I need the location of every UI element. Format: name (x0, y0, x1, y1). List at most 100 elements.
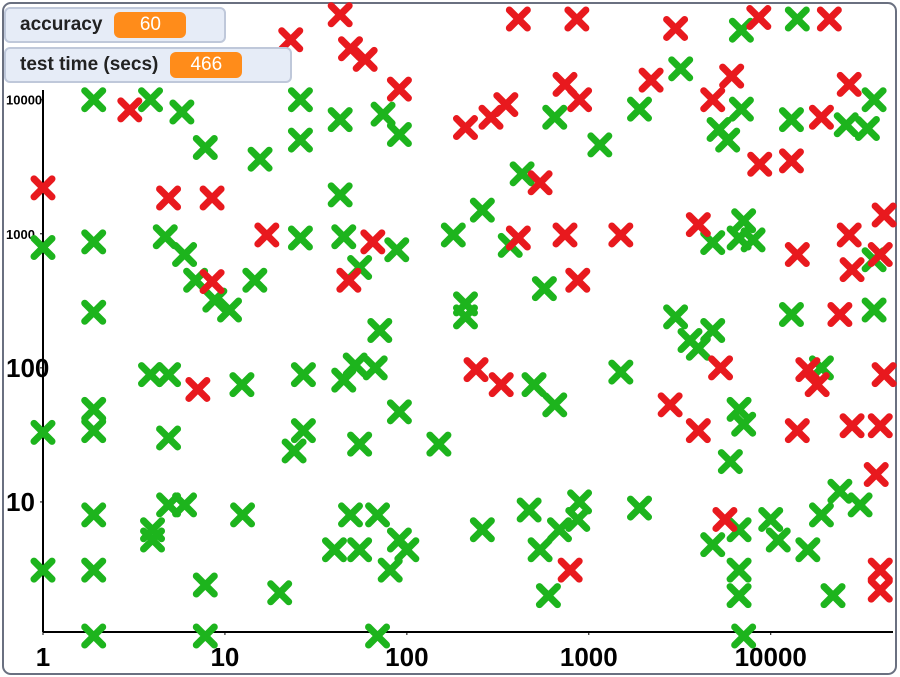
marker-stroke (685, 418, 711, 444)
marker-stroke (542, 392, 568, 418)
x-marker (587, 132, 613, 158)
x-marker (452, 115, 478, 141)
marker-stroke (871, 202, 897, 228)
marker-stroke (365, 502, 391, 528)
marker-stroke (861, 87, 887, 113)
x-marker (138, 87, 164, 113)
x-marker (463, 357, 489, 383)
x-marker (172, 242, 198, 268)
marker-stroke (758, 506, 784, 532)
marker-stroke (778, 302, 804, 328)
marker-stroke (795, 357, 821, 383)
x-marker (871, 202, 897, 228)
x-marker (169, 99, 195, 125)
marker-stroke (452, 115, 478, 141)
x-marker (531, 276, 557, 302)
marker-stroke (700, 230, 726, 256)
monitor-label: test time (secs) (20, 54, 159, 75)
x-marker (117, 97, 143, 123)
marker-stroke (347, 537, 373, 563)
x-marker (365, 623, 391, 649)
marker-stroke (564, 6, 590, 32)
x-marker (827, 478, 853, 504)
x-marker (542, 392, 568, 418)
x-marker (731, 208, 757, 234)
x-marker (30, 175, 56, 201)
x-marker (867, 413, 893, 439)
x-marker (627, 96, 653, 122)
marker-stroke (668, 56, 694, 82)
marker-stroke (138, 362, 164, 388)
x-marker (700, 87, 726, 113)
marker-stroke (731, 208, 757, 234)
marker-stroke (726, 557, 752, 583)
x-marker (327, 107, 353, 133)
x-marker (836, 71, 862, 97)
marker-stroke (156, 185, 182, 211)
marker-stroke (365, 623, 391, 649)
x-marker (731, 411, 757, 437)
marker-stroke (367, 317, 393, 343)
x-marker (552, 222, 578, 248)
marker-stroke (287, 87, 313, 113)
marker-stroke (505, 225, 531, 251)
marker-stroke (731, 411, 757, 437)
x-marker (367, 317, 393, 343)
marker-stroke (81, 557, 107, 583)
y-tick-label: 1000 (6, 227, 35, 242)
marker-stroke (327, 2, 353, 28)
marker-stroke (521, 372, 547, 398)
marker-stroke (331, 367, 357, 393)
marker-stroke (726, 583, 752, 609)
marker-stroke (347, 431, 373, 457)
x-marker (804, 372, 830, 398)
marker-stroke (516, 497, 542, 523)
marker-stroke (394, 537, 420, 563)
x-marker (440, 222, 466, 248)
marker-stroke (833, 112, 859, 138)
x-marker (81, 418, 107, 444)
x-marker (847, 492, 873, 518)
marker-stroke (290, 362, 316, 388)
x-marker (712, 506, 738, 532)
x-marker (331, 224, 357, 250)
x-marker (140, 527, 166, 553)
x-marker (185, 376, 211, 402)
marker-stroke (565, 267, 591, 293)
marker-stroke (587, 132, 613, 158)
y-tick-label: 10 (6, 487, 35, 517)
x-marker (81, 396, 107, 422)
marker-stroke (731, 623, 757, 649)
x-marker (564, 6, 590, 32)
x-marker (627, 495, 653, 521)
marker-stroke (81, 87, 107, 113)
marker-stroke (836, 71, 862, 97)
x-marker (567, 87, 593, 113)
x-marker (700, 532, 726, 558)
marker-stroke (287, 127, 313, 153)
marker-stroke (728, 96, 754, 122)
marker-stroke (281, 438, 307, 464)
marker-stroke (740, 227, 766, 253)
x-marker (778, 148, 804, 174)
x-marker (352, 46, 378, 72)
x-marker (535, 583, 561, 609)
marker-stroke (493, 92, 519, 118)
x-marker (836, 222, 862, 248)
marker-stroke (839, 413, 865, 439)
marker-stroke (808, 104, 834, 130)
x-tick-label: 10000 (735, 642, 807, 672)
monitor: accuracy 60 (4, 7, 226, 43)
marker-stroke (746, 5, 772, 31)
marker-stroke (827, 302, 853, 328)
marker-stroke (152, 224, 178, 250)
x-marker (509, 161, 535, 187)
x-marker (247, 146, 273, 172)
marker-stroke (337, 502, 363, 528)
marker-stroke (867, 557, 893, 583)
marker-stroke (638, 67, 664, 93)
marker-stroke (685, 212, 711, 238)
marker-stroke (278, 27, 304, 53)
